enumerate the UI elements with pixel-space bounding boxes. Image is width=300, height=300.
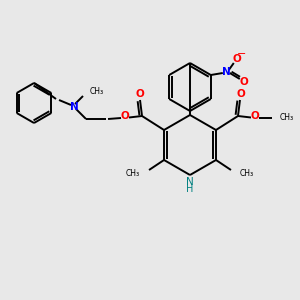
Text: O: O (250, 111, 260, 121)
Text: O: O (136, 89, 144, 99)
Text: O: O (237, 89, 245, 99)
Text: H: H (186, 184, 194, 194)
Text: CH₃: CH₃ (90, 86, 104, 95)
Text: O: O (121, 111, 129, 121)
Text: CH₃: CH₃ (280, 113, 294, 122)
Text: N: N (70, 102, 78, 112)
Text: N: N (186, 177, 194, 187)
Text: CH₃: CH₃ (240, 169, 254, 178)
Text: CH₃: CH₃ (126, 169, 140, 178)
Text: O: O (232, 54, 241, 64)
Text: −: − (237, 49, 247, 59)
Text: N: N (222, 67, 231, 77)
Text: O: O (239, 77, 248, 87)
